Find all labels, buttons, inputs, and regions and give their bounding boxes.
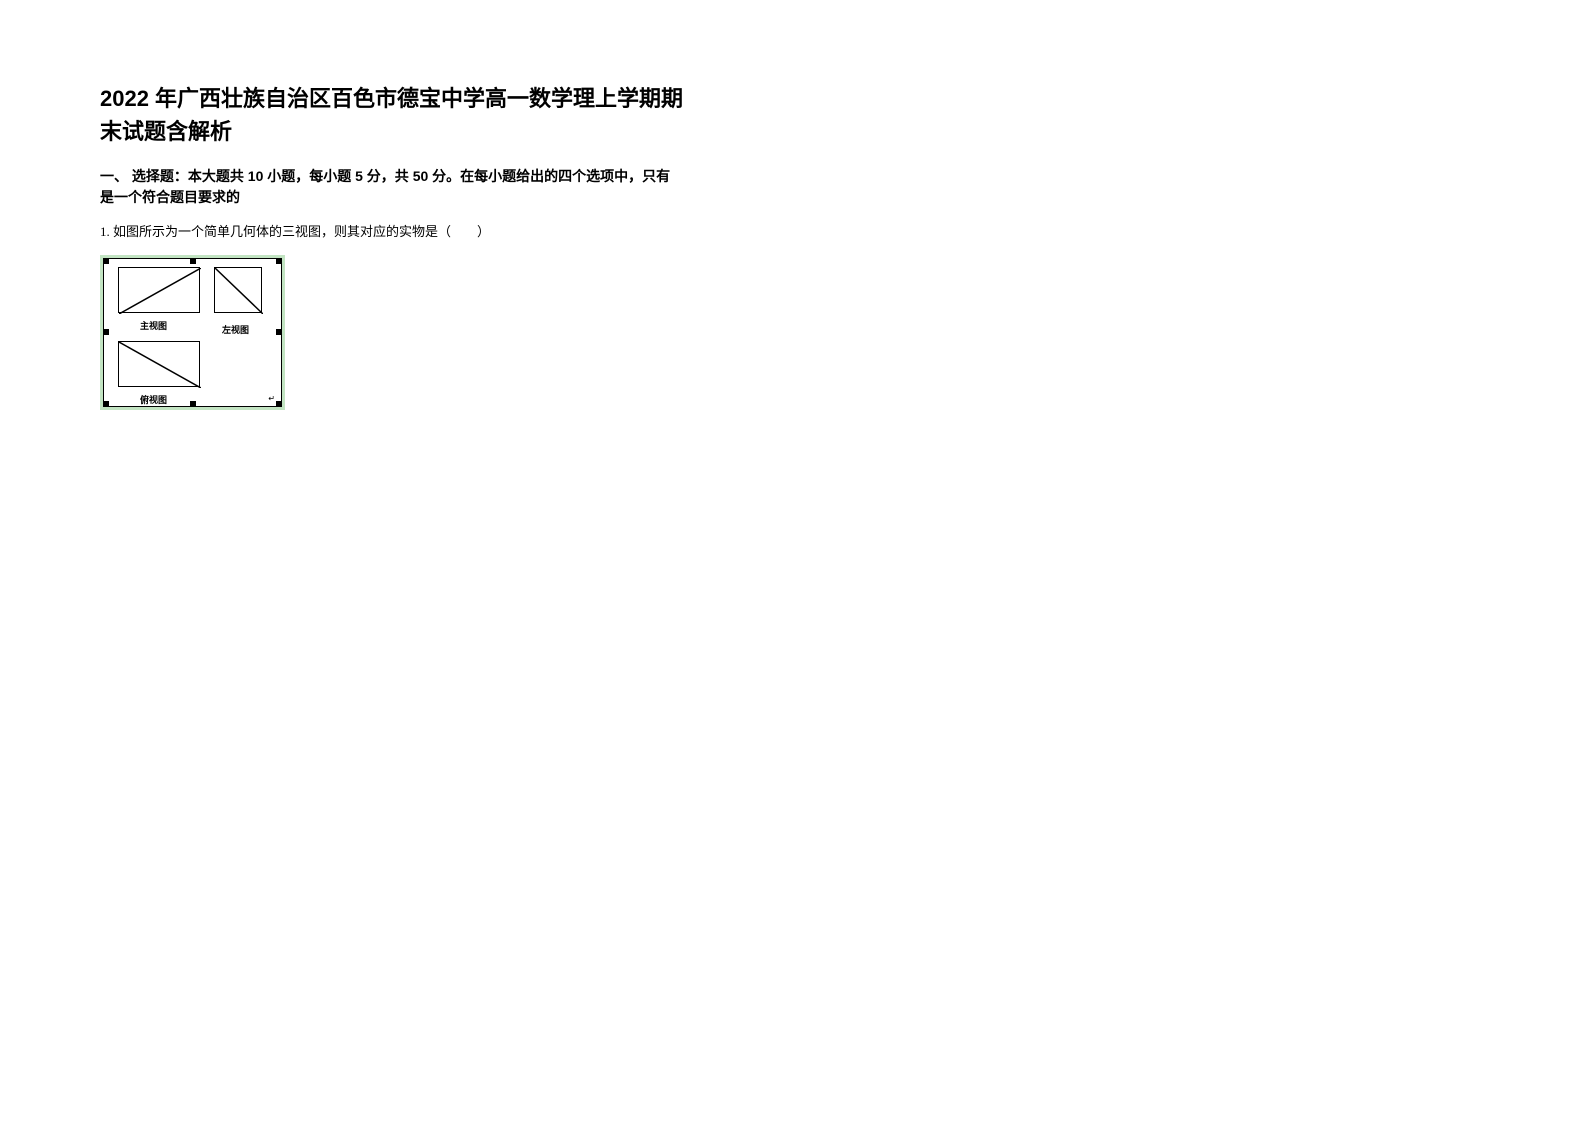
section-1-heading: 一、 选择题：本大题共 10 小题，每小题 5 分，共 50 分。在每小题给出的… — [100, 166, 700, 208]
front-view-diagonal — [119, 268, 201, 314]
selection-handle-top-mid — [190, 258, 196, 264]
selection-handle-top-left — [103, 258, 109, 264]
figure-canvas: 主视图 左视图 俯视图 ↵ — [103, 258, 282, 407]
title-line-1: 2022 年广西壮族自治区百色市德宝中学高一数学理上学期期 — [100, 86, 683, 111]
front-view-box — [118, 267, 200, 313]
question-1-text: 1. 如图所示为一个简单几何体的三视图，则其对应的实物是（ ） — [100, 222, 700, 243]
selection-handle-bottom-mid — [190, 401, 196, 407]
side-view-diagonal — [215, 268, 263, 314]
exam-title: 2022 年广西壮族自治区百色市德宝中学高一数学理上学期期 末试题含解析 — [100, 82, 700, 148]
top-view-diagonal — [119, 342, 201, 388]
top-view-box — [118, 341, 200, 387]
top-view-label: 俯视图 — [140, 393, 167, 406]
front-view-label: 主视图 — [140, 319, 167, 332]
document-page: 2022 年广西壮族自治区百色市德宝中学高一数学理上学期期 末试题含解析 一、 … — [0, 0, 800, 492]
selection-handle-bottom-left — [103, 401, 109, 407]
selection-handle-mid-right — [276, 329, 282, 335]
side-view-box — [214, 267, 262, 313]
three-view-figure: 主视图 左视图 俯视图 ↵ — [100, 255, 285, 410]
section-heading-line-2: 是一个符合题目要求的 — [100, 189, 240, 205]
side-view-label: 左视图 — [222, 323, 249, 336]
selection-handle-mid-left — [103, 329, 109, 335]
title-line-2: 末试题含解析 — [100, 119, 232, 144]
return-arrow-icon: ↵ — [268, 394, 275, 403]
section-heading-line-1: 一、 选择题：本大题共 10 小题，每小题 5 分，共 50 分。在每小题给出的… — [100, 168, 670, 184]
selection-handle-top-right — [276, 258, 282, 264]
selection-handle-bottom-right — [276, 401, 282, 407]
